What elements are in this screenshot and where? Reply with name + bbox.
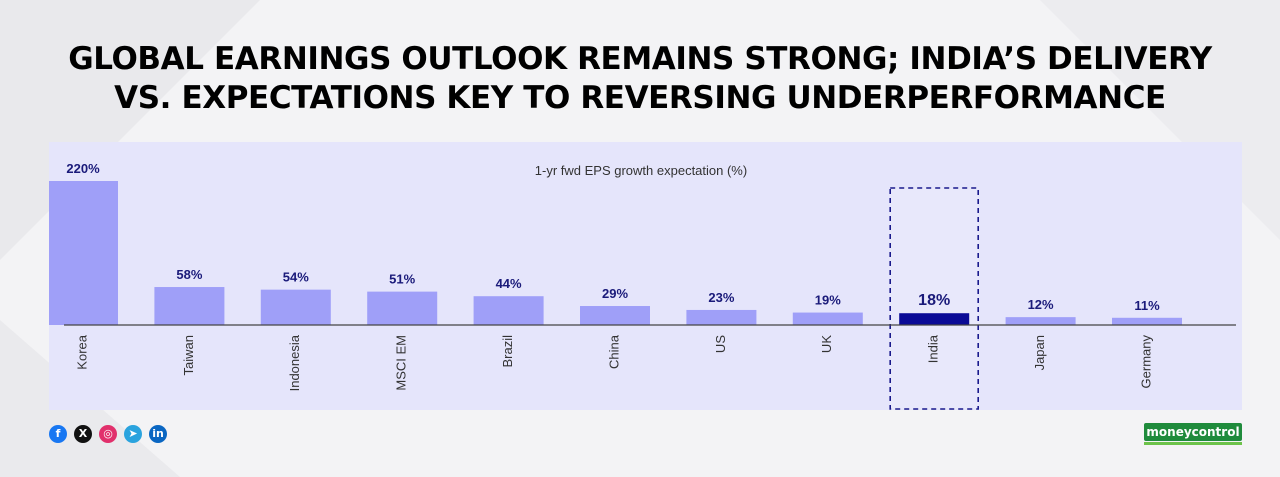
- moneycontrol-logo: moneycontrol: [1144, 423, 1242, 441]
- page-title: GLOBAL EARNINGS OUTLOOK REMAINS STRONG; …: [0, 40, 1280, 118]
- data-label-taiwan: 58%: [176, 267, 202, 282]
- title-line-1: GLOBAL EARNINGS OUTLOOK REMAINS STRONG; …: [68, 41, 1212, 77]
- tick-label-taiwan: Taiwan: [181, 335, 196, 375]
- bar-india: [899, 313, 970, 325]
- bar-uk: [792, 312, 863, 325]
- data-label-japan: 12%: [1028, 297, 1054, 312]
- chart-title: 1-yr fwd EPS growth expectation (%): [535, 163, 747, 178]
- x-icon[interactable]: X: [74, 425, 92, 443]
- instagram-icon[interactable]: ◎: [99, 425, 117, 443]
- facebook-icon[interactable]: f: [49, 425, 67, 443]
- linkedin-icon[interactable]: in: [149, 425, 167, 443]
- social-links: f X ◎ ➤ in: [49, 425, 167, 443]
- tick-label-india: India: [926, 334, 941, 363]
- tick-label-indonesia: Indonesia: [287, 334, 302, 391]
- title-line-2: VS. EXPECTATIONS KEY TO REVERSING UNDERP…: [114, 80, 1166, 116]
- bar-brazil: [473, 296, 544, 325]
- bar-korea: [49, 181, 118, 325]
- chart-panel: 1-yr fwd EPS growth expectation (%) 220%…: [49, 142, 1242, 410]
- data-label-germany: 11%: [1134, 298, 1160, 313]
- logo-underline: [1144, 442, 1242, 445]
- data-label-msci-em: 51%: [389, 272, 415, 287]
- bar-chart: 1-yr fwd EPS growth expectation (%) 220%…: [49, 161, 1236, 410]
- bar-indonesia: [260, 289, 331, 325]
- data-label-india: 18%: [918, 292, 950, 309]
- data-label-china: 29%: [602, 286, 628, 301]
- tick-label-us: US: [713, 335, 728, 353]
- bar-msci-em: [367, 291, 438, 325]
- bar-germany: [1112, 317, 1182, 325]
- telegram-icon[interactable]: ➤: [124, 425, 142, 443]
- tick-label-korea: Korea: [74, 334, 89, 369]
- tick-label-china: China: [606, 334, 621, 369]
- data-label-us: 23%: [708, 290, 734, 305]
- bar-taiwan: [154, 287, 225, 325]
- data-label-uk: 19%: [815, 293, 841, 308]
- tick-label-brazil: Brazil: [500, 335, 515, 368]
- bars-layer: 220% Korea 58% Taiwan 54% Indonesia 51% MSCI EM…: [49, 161, 1236, 410]
- data-label-korea: 220%: [66, 161, 100, 176]
- tick-label-germany: Germany: [1138, 335, 1153, 389]
- highlight-box-india: [889, 187, 980, 410]
- tick-label-japan: Japan: [1032, 335, 1047, 370]
- bar-japan: [1005, 317, 1076, 325]
- tick-label-msci-em: MSCI EM: [394, 335, 409, 391]
- data-label-brazil: 44%: [496, 276, 522, 291]
- bar-china: [580, 306, 650, 325]
- data-label-indonesia: 54%: [283, 270, 309, 285]
- bar-us: [686, 309, 757, 325]
- tick-label-uk: UK: [819, 335, 834, 353]
